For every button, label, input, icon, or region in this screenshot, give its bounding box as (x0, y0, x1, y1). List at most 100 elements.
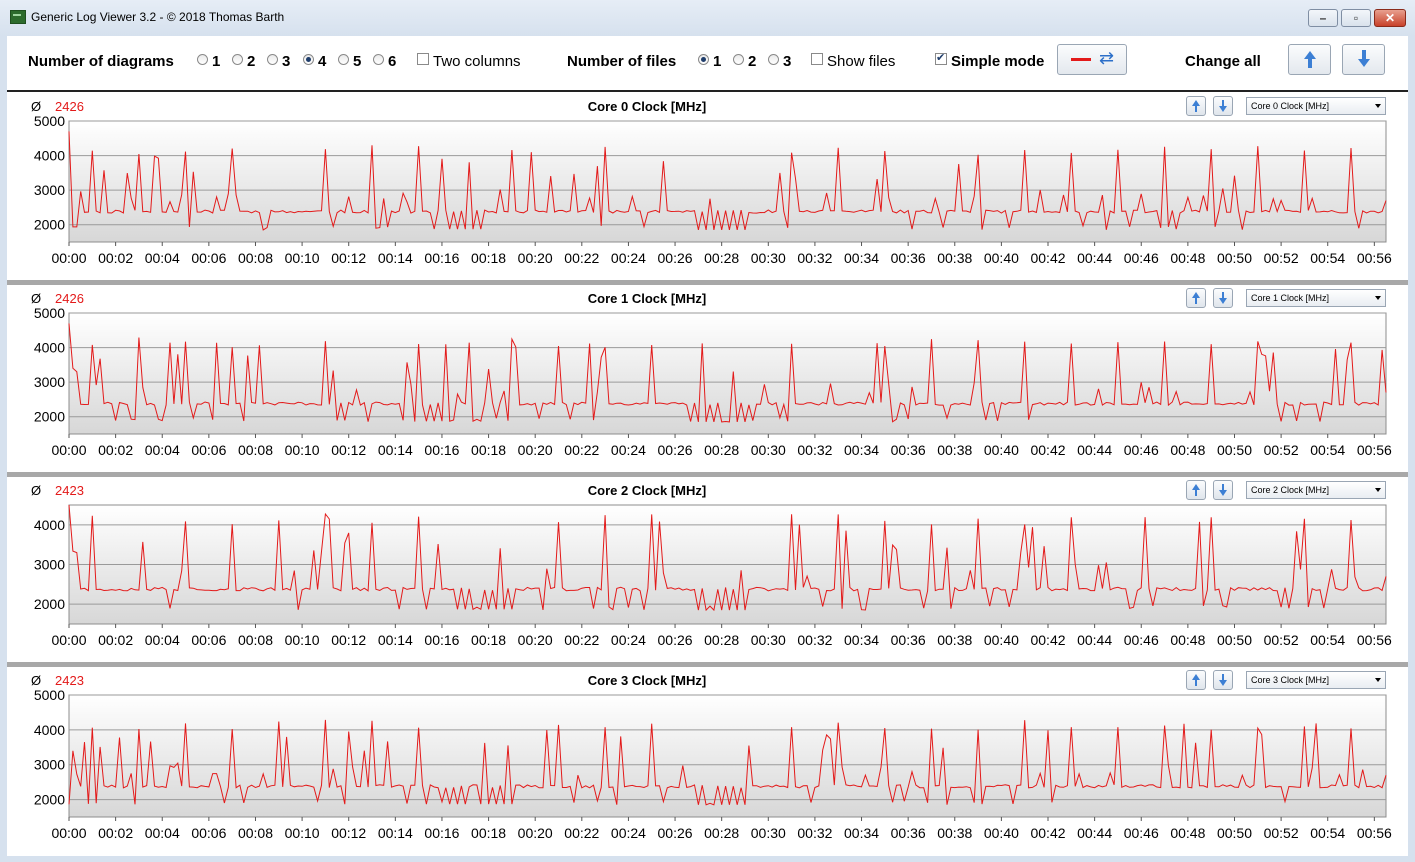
x-tick-label: 00:32 (797, 250, 832, 266)
panel-divider[interactable] (7, 472, 1408, 477)
show-files-label: Show files (827, 53, 896, 70)
series-selector[interactable]: Core 2 Clock [MHz] (1246, 481, 1386, 499)
x-tick-label: 00:24 (611, 632, 646, 648)
x-tick-label: 00:46 (1124, 250, 1159, 266)
arrow-up-shaft (1195, 490, 1197, 496)
x-tick-label: 00:12 (331, 442, 366, 458)
title-bar: Generic Log Viewer 3.2 - © 2018 Thomas B… (0, 0, 1415, 37)
x-tick-label: 00:00 (51, 825, 86, 841)
x-tick-label: 00:28 (704, 250, 739, 266)
x-tick-label: 00:50 (1217, 442, 1252, 458)
chart-2: 2000 3000 4000 00:00 00:02 00:04 00:06 00:08 00:… (34, 504, 1392, 648)
y-tick-label: 3000 (34, 182, 65, 198)
x-tick-label: 00:38 (937, 632, 972, 648)
move-down-button[interactable] (1213, 288, 1233, 308)
x-tick-label: 00:50 (1217, 825, 1252, 841)
diagrams-radio-2[interactable] (232, 54, 243, 65)
close-button[interactable]: ✕ (1374, 9, 1406, 27)
x-tick-label: 00:54 (1310, 250, 1345, 266)
simple-mode-checkbox[interactable] (935, 51, 947, 65)
move-up-button[interactable] (1186, 288, 1206, 308)
move-down-button[interactable] (1213, 480, 1233, 500)
x-tick-label: 00:38 (937, 442, 972, 458)
move-up-button[interactable] (1186, 96, 1206, 116)
files-radio-label-3: 3 (783, 53, 792, 70)
y-tick-label: 4000 (34, 722, 65, 738)
series-selector[interactable]: Core 0 Clock [MHz] (1246, 97, 1386, 115)
average-symbol: Ø (31, 291, 42, 306)
arrow-down-shaft (1362, 50, 1366, 59)
x-tick-label: 00:36 (891, 250, 926, 266)
diagram-title: Core 0 Clock [MHz] (587, 99, 707, 114)
x-tick-label: 00:44 (1077, 250, 1112, 266)
minimize-button[interactable]: – (1308, 9, 1338, 27)
series-selector[interactable]: Core 1 Clock [MHz] (1246, 289, 1386, 307)
y-tick-label: 4000 (34, 517, 65, 533)
x-tick-label: 00:34 (844, 250, 879, 266)
average-value: 2423 (55, 483, 84, 498)
x-tick-label: 00:20 (518, 442, 553, 458)
diagrams-radio-6[interactable] (373, 54, 384, 65)
diagrams-radio-3[interactable] (267, 54, 278, 65)
move-down-button[interactable] (1213, 96, 1233, 116)
y-tick-label: 2000 (34, 409, 65, 425)
x-tick-label: 00:20 (518, 825, 553, 841)
panel-divider[interactable] (7, 280, 1408, 285)
files-count-label: Number of files (567, 53, 677, 70)
refresh-icon: ⇄ (1099, 48, 1115, 68)
x-tick-label: 00:06 (191, 632, 226, 648)
chevron-down-icon (1375, 488, 1381, 492)
diagrams-radio-4[interactable] (303, 54, 314, 65)
arrow-down-icon (1219, 298, 1227, 304)
diagrams-radio-5[interactable] (338, 54, 349, 65)
diagrams-radio-label-1: 1 (212, 53, 221, 70)
diagrams-radio-label-3: 3 (282, 53, 291, 70)
y-tick-label: 3000 (34, 374, 65, 390)
x-tick-label: 00:40 (984, 442, 1019, 458)
series-selector-value: Core 3 Clock [MHz] (1251, 675, 1330, 685)
move-down-button[interactable] (1213, 670, 1233, 690)
series-selector[interactable]: Core 3 Clock [MHz] (1246, 671, 1386, 689)
plot-area[interactable] (68, 312, 1387, 435)
move-all-up-button[interactable] (1288, 44, 1331, 75)
line-style-button[interactable]: ⇄ (1057, 44, 1127, 75)
files-radio-3[interactable] (768, 54, 779, 65)
x-tick-label: 00:56 (1357, 632, 1392, 648)
x-tick-label: 00:34 (844, 825, 879, 841)
average-symbol: Ø (31, 673, 42, 688)
x-tick-label: 00:38 (937, 250, 972, 266)
move-all-down-button[interactable] (1342, 44, 1385, 75)
show-files-checkbox[interactable] (811, 53, 823, 65)
arrow-up-shaft (1195, 680, 1197, 686)
x-tick-label: 00:00 (51, 442, 86, 458)
two-columns-checkbox[interactable] (417, 53, 429, 65)
x-tick-label: 00:06 (191, 825, 226, 841)
files-radio-2[interactable] (733, 54, 744, 65)
files-radio-1[interactable] (698, 54, 709, 65)
window-frame-bottom (0, 856, 1415, 862)
x-tick-label: 00:02 (98, 632, 133, 648)
maximize-button[interactable]: ▫ (1341, 9, 1371, 27)
y-tick-label: 3000 (34, 557, 65, 573)
panel-divider[interactable] (7, 662, 1408, 667)
x-tick-label: 00:16 (424, 442, 459, 458)
plot-area[interactable] (68, 120, 1387, 243)
arrow-down-shaft (1222, 484, 1224, 490)
diagram-panel-3: Ø 2423 Core 3 Clock [MHz] Core 3 Clock [… (7, 668, 1408, 855)
x-tick-label: 00:56 (1357, 250, 1392, 266)
plot-area[interactable] (68, 694, 1387, 818)
diagram-panel-2: Ø 2423 Core 2 Clock [MHz] Core 2 Clock [… (7, 478, 1408, 662)
x-tick-label: 00:20 (518, 632, 553, 648)
arrow-down-icon (1219, 490, 1227, 496)
window-frame-right (1408, 36, 1415, 862)
y-tick-label: 4000 (34, 148, 65, 164)
average-value: 2426 (55, 99, 84, 114)
chart-1: 2000 3000 4000 5000 00:00 00:02 00:04 00:06 00:0… (34, 308, 1392, 458)
x-tick-label: 00:16 (424, 250, 459, 266)
move-up-button[interactable] (1186, 670, 1206, 690)
move-up-button[interactable] (1186, 480, 1206, 500)
diagrams-radio-1[interactable] (197, 54, 208, 65)
y-tick-label: 2000 (34, 792, 65, 808)
chart-3: 2000 3000 4000 5000 00:00 00:02 00:04 00:06 00:0… (34, 690, 1392, 841)
files-radio-label-2: 2 (748, 53, 757, 70)
